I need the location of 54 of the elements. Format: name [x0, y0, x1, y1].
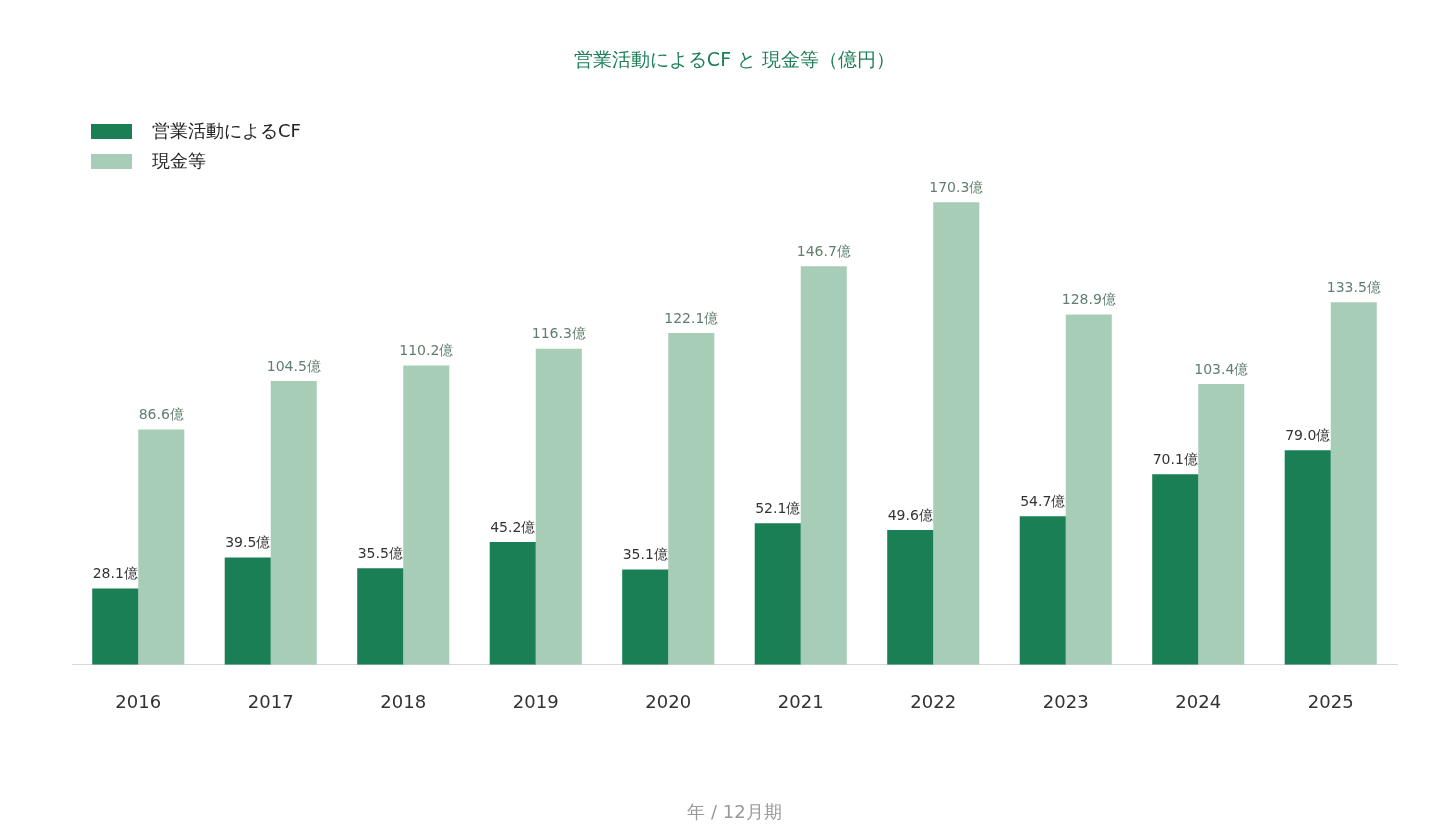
x-tick-label: 2021 — [777, 691, 824, 713]
x-tick-label: 2024 — [1175, 691, 1222, 713]
data-label: 70.1億 — [1152, 451, 1198, 467]
bar — [535, 348, 582, 665]
data-label: 110.2億 — [399, 342, 454, 359]
x-tick-label: 2016 — [115, 691, 162, 713]
bar — [270, 380, 317, 665]
bar — [1019, 516, 1066, 665]
x-tick-label: 2025 — [1307, 691, 1354, 713]
bar — [668, 333, 715, 665]
data-label: 79.0億 — [1285, 426, 1331, 443]
data-label: 35.5億 — [357, 545, 403, 561]
x-tick-label: 2023 — [1042, 691, 1089, 713]
bar — [92, 588, 139, 665]
x-tick-label: 2018 — [380, 691, 427, 713]
bar — [1198, 383, 1245, 665]
x-tick-label: 2020 — [645, 691, 692, 713]
chart-title: 営業活動によるCF と 現金等（億円） — [573, 48, 896, 71]
bar — [403, 365, 450, 665]
bar — [1284, 450, 1331, 665]
legend-label: 現金等 — [152, 149, 206, 173]
x-tick-label: 2022 — [910, 691, 957, 713]
data-label: 49.6億 — [887, 506, 933, 523]
data-label: 45.2億 — [490, 518, 536, 535]
data-label: 35.1億 — [622, 546, 668, 563]
bar — [887, 530, 934, 665]
x-tick-label: 2019 — [512, 691, 559, 713]
data-label: 104.5億 — [266, 357, 321, 374]
data-label: 122.1億 — [664, 309, 719, 326]
data-label: 146.7億 — [796, 242, 851, 259]
x-axis-title: 年 / 12月期 — [687, 800, 782, 822]
data-label: 128.9億 — [1061, 291, 1116, 308]
bar — [1065, 314, 1112, 665]
data-label: 28.1億 — [92, 565, 138, 582]
bar — [754, 523, 801, 665]
data-label: 86.6億 — [138, 406, 184, 423]
data-label: 54.7億 — [1020, 492, 1066, 509]
bar — [138, 429, 185, 665]
data-label: 116.3億 — [531, 325, 586, 342]
bar — [1152, 474, 1199, 665]
bar — [224, 557, 271, 665]
bar — [357, 568, 404, 665]
bar — [800, 266, 847, 665]
data-label: 103.4億 — [1194, 360, 1249, 377]
data-label: 170.3億 — [929, 178, 984, 195]
bar — [933, 202, 980, 665]
data-label: 39.5億 — [225, 534, 271, 551]
data-label: 133.5億 — [1326, 278, 1381, 295]
legend-label: 営業活動によるCF — [152, 119, 301, 143]
data-label: 52.1億 — [755, 499, 801, 516]
bar — [622, 569, 669, 665]
bar — [1330, 302, 1377, 665]
bar — [489, 542, 536, 665]
x-tick-label: 2017 — [247, 691, 294, 713]
